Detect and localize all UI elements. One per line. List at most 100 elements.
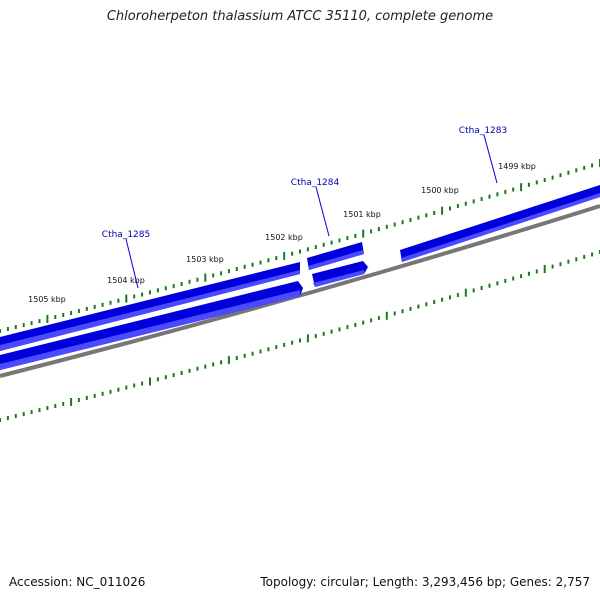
ruler-tick — [93, 393, 96, 398]
ruler-label: 1500 kbp — [421, 186, 459, 195]
ruler-tick — [70, 398, 73, 406]
ruler-tick — [235, 356, 238, 360]
accession-label: Accession: NC_011026 — [9, 575, 146, 589]
ruler-tick — [109, 389, 112, 394]
ruler-tick — [180, 282, 183, 286]
ruler-tick — [362, 320, 365, 325]
ruler-tick — [149, 290, 151, 295]
ruler-tick — [188, 279, 191, 284]
ruler-tick — [156, 288, 159, 293]
ruler-tick — [172, 373, 175, 378]
ruler-tick — [188, 368, 191, 373]
ruler-tick — [306, 334, 309, 343]
ruler-tick — [551, 264, 554, 269]
ruler-tick — [472, 288, 475, 293]
ruler-tick — [149, 377, 151, 386]
ruler-tick — [401, 220, 404, 225]
gene-label-ctha-1284[interactable]: Ctha_1284 — [291, 178, 340, 188]
ruler-tick — [172, 284, 175, 289]
ruler-tick — [156, 377, 159, 382]
ruler-tick — [512, 187, 515, 192]
ruler-tick — [133, 294, 136, 299]
ruler-tick — [464, 288, 467, 297]
ruler-label: 1502 kbp — [265, 233, 303, 242]
ruler-tick — [409, 217, 412, 222]
gene-leader-line — [483, 134, 498, 184]
ruler-tick — [512, 276, 515, 281]
ruler-tick — [551, 175, 554, 180]
ruler-tick — [243, 264, 246, 269]
ruler-label: 1501 kbp — [343, 210, 381, 219]
ruler-tick — [204, 273, 207, 282]
ruler-label: 1503 kbp — [186, 255, 224, 264]
gene-band-reverse-highlight — [313, 270, 364, 287]
ruler-tick — [449, 206, 451, 211]
ruler-tick — [85, 306, 88, 311]
ruler-tick — [125, 385, 128, 390]
ruler-tick — [377, 316, 380, 321]
ruler-tick — [77, 309, 80, 313]
ruler-tick — [425, 302, 428, 307]
ruler-tick — [362, 229, 365, 238]
ruler-tick — [591, 163, 594, 168]
ruler-tick — [46, 406, 49, 410]
ruler-tick — [251, 351, 254, 356]
ruler-tick — [425, 213, 428, 218]
ruler-tick — [6, 416, 9, 420]
ruler-tick — [212, 273, 215, 278]
gene-band-forward-highlight — [401, 193, 600, 262]
gene-label-ctha-1285[interactable]: Ctha_1285 — [102, 230, 150, 240]
ruler-tick — [496, 192, 499, 197]
ruler-tick — [583, 165, 586, 170]
ruler-tick — [259, 260, 262, 265]
ruler-tick — [559, 262, 562, 267]
ruler-tick — [441, 206, 444, 215]
ruler-tick — [109, 300, 112, 305]
ruler-tick — [488, 194, 491, 199]
ruler-tick — [22, 323, 25, 328]
ruler-tick — [235, 267, 238, 271]
ruler-tick — [22, 412, 25, 417]
ruler-tick — [299, 249, 301, 254]
ruler-tick — [330, 240, 333, 245]
ruler-tick — [101, 302, 104, 307]
ruler-tick — [54, 404, 57, 408]
gene-band-forward-highlight — [308, 250, 364, 270]
ruler-label: 1504 kbp — [107, 276, 145, 285]
ruler-tick — [291, 340, 294, 345]
ruler-tick — [527, 182, 530, 187]
ruler-tick — [299, 338, 301, 343]
ruler-tick — [275, 345, 278, 350]
ruler-tick — [535, 269, 538, 274]
ruler-tick — [267, 347, 270, 352]
ruler-tick — [164, 286, 167, 291]
genome-stats-label: Topology: circular; Length: 3,293,456 bp… — [260, 575, 590, 589]
ruler-tick — [354, 322, 357, 327]
map-title: Chloroherpeton thalassium ATCC 35110, co… — [106, 9, 494, 24]
ruler-tick — [559, 173, 562, 178]
gene-band-forward-highlight — [0, 270, 300, 351]
ruler-tick — [0, 329, 1, 333]
ruler-tick — [354, 233, 357, 238]
ruler-tick — [14, 414, 17, 418]
ruler-tick — [449, 295, 451, 300]
gene-label-ctha-1283[interactable]: Ctha_1283 — [459, 126, 507, 136]
ruler-tick — [480, 286, 483, 290]
ruler-tick — [456, 204, 459, 208]
ruler-tick — [393, 311, 396, 316]
ruler-tick — [38, 408, 41, 413]
ruler-tick — [196, 366, 199, 371]
ruler-tick — [38, 319, 41, 324]
ruler-tick — [567, 170, 570, 175]
ruler-tick — [141, 381, 144, 386]
ruler-tick — [543, 178, 546, 182]
ruler-tick — [14, 325, 17, 329]
gene-leader-line — [125, 238, 139, 289]
ruler-tick — [433, 300, 436, 304]
ruler-tick — [472, 199, 475, 204]
ruler-tick — [488, 283, 491, 288]
ruler-tick — [220, 360, 223, 365]
ruler-tick — [393, 222, 396, 227]
ruler-tick — [520, 274, 523, 279]
